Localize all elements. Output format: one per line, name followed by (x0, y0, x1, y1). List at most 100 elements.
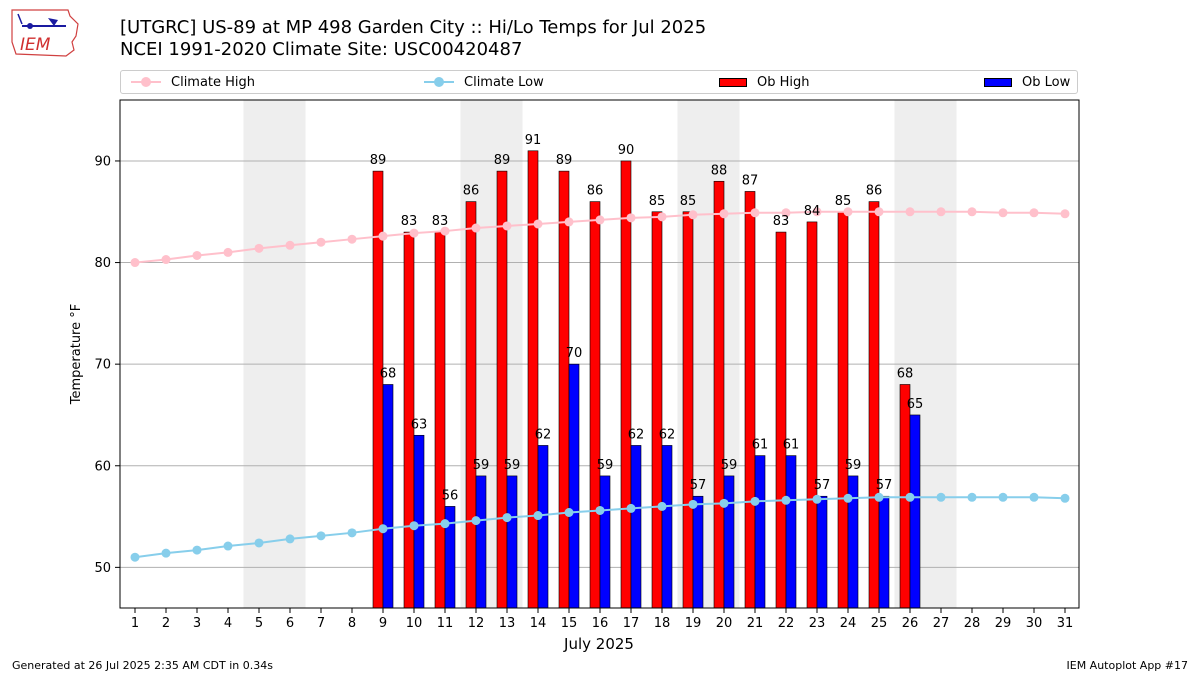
ob-high-bar (434, 231, 446, 609)
bar-labels: 89 68 83 63 83 56 86 59 89 59 91 62 89 70 86 59 90 62 85 62… (370, 133, 924, 504)
legend-label-climate-high: Climate High (171, 74, 256, 90)
climate-low-point (843, 493, 853, 503)
ob-low-bar (723, 475, 735, 609)
ob-low-label: 56 (442, 488, 459, 503)
legend-entry-ob-high: Ob High (719, 71, 810, 93)
climate-low-point (254, 538, 264, 548)
climate-high-point (130, 258, 140, 268)
y-axis-label: Temperature °F (69, 304, 84, 405)
climate-high-point (688, 210, 698, 220)
climate-high-point (533, 219, 543, 229)
ob-low-label: 59 (721, 458, 738, 473)
ob-low-bar (475, 475, 487, 609)
climate-low-point (564, 507, 574, 517)
climate-low-point (130, 552, 140, 562)
x-tick-label: 19 (685, 616, 702, 631)
ob-high-bar (620, 160, 632, 609)
ob-low-label: 59 (597, 458, 614, 473)
climate-high-point (347, 234, 357, 244)
ob-low-bar (878, 495, 890, 609)
ob-high-label: 89 (370, 153, 387, 168)
chart-title: [UTGRC] US-89 at MP 498 Garden City :: H… (120, 17, 706, 61)
x-tick-label: 13 (499, 616, 516, 631)
legend-swatch-climate-low (424, 76, 454, 88)
weekend-shade-band (460, 100, 523, 608)
x-tick-label: 23 (809, 616, 826, 631)
ob-high-label: 83 (773, 214, 790, 229)
ob-high-label: 85 (680, 194, 697, 209)
ob-low-bar (506, 475, 518, 609)
climate-high-point (1060, 209, 1070, 219)
chart-title-line1: [UTGRC] US-89 at MP 498 Garden City :: H… (120, 17, 707, 38)
climate-low-point (719, 498, 729, 508)
climate-high-point (781, 208, 791, 218)
climate-low-line (134, 496, 1066, 559)
ob-high-label: 84 (804, 204, 821, 219)
ob-high-label: 85 (835, 194, 852, 209)
ob-low-label: 63 (411, 417, 428, 432)
weekend-shade-band (243, 100, 306, 608)
ob-low-label: 57 (690, 478, 707, 493)
climate-low-point (533, 511, 543, 521)
climate-low-point (936, 492, 946, 502)
x-tick-label: 17 (623, 616, 640, 631)
climate-low-point (750, 496, 760, 506)
climate-high-point (502, 221, 512, 231)
climate-lines (130, 207, 1070, 562)
ob-low-label: 61 (752, 438, 769, 453)
ob-low-bar (630, 445, 642, 609)
ob-high-label: 87 (742, 173, 759, 188)
climate-high-point (843, 207, 853, 217)
climate-low-point (595, 505, 605, 515)
x-tick-label: 18 (654, 616, 671, 631)
ob-low-label: 57 (814, 478, 831, 493)
ob-high-bar (496, 170, 508, 609)
climate-low-point (223, 541, 233, 551)
ob-high-label: 91 (525, 133, 542, 148)
ob-low-bar (661, 445, 673, 609)
climate-high-point (1029, 208, 1039, 218)
climate-high-point (471, 223, 481, 233)
legend-entry-ob-low: Ob Low (984, 71, 1070, 93)
ob-low-bar (537, 445, 549, 609)
climate-high-point (564, 217, 574, 227)
y-tick-label: 90 (94, 154, 111, 169)
ob-high-label: 68 (897, 366, 914, 381)
ob-high-bar (744, 191, 756, 609)
climate-low-point (285, 534, 295, 544)
x-tick-label: 1 (131, 616, 139, 631)
gridlines (120, 160, 1079, 568)
climate-low-point (657, 501, 667, 511)
ob-low-bar (692, 495, 704, 609)
climate-low-point (874, 492, 884, 502)
ob-low-label: 59 (504, 458, 521, 473)
climate-high-point (409, 228, 419, 238)
x-tick-label: 3 (193, 616, 201, 631)
climate-low-point (378, 524, 388, 534)
climate-low-point (471, 516, 481, 526)
ob-high-bar (589, 201, 601, 609)
climate-high-point (192, 250, 202, 260)
x-tick-label: 30 (1026, 616, 1043, 631)
x-tick-label: 4 (224, 616, 232, 631)
climate-low-point (812, 494, 822, 504)
ob-low-bar (785, 455, 797, 609)
legend-label-ob-high: Ob High (757, 74, 810, 90)
ob-low-bar (568, 363, 580, 609)
ob-high-bar (899, 384, 911, 609)
x-tick-label: 26 (902, 616, 919, 631)
ob-low-bar (754, 455, 766, 609)
ob-low-label: 59 (845, 458, 862, 473)
climate-low-point (626, 503, 636, 513)
ob-low-label: 59 (473, 458, 490, 473)
x-tick-label: 29 (995, 616, 1012, 631)
chart-legend: Climate High Climate Low Ob High Ob Low (120, 70, 1078, 94)
climate-high-point (967, 207, 977, 217)
x-tick-label: 9 (379, 616, 387, 631)
climate-high-point (750, 208, 760, 218)
climate-low-point (998, 492, 1008, 502)
climate-high-point (626, 213, 636, 223)
ob-low-bar (444, 506, 456, 609)
ob-high-bar (372, 170, 384, 609)
